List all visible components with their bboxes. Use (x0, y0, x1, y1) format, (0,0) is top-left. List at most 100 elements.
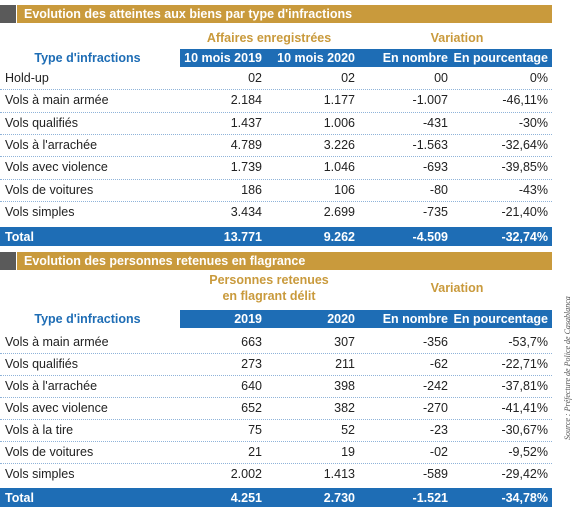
row-separator (0, 156, 552, 158)
cell: 2.699 (323, 204, 355, 219)
row-label: Hold-up (5, 71, 49, 85)
row-label: Vols qualifiés (5, 115, 78, 130)
total-cell: 4.251 (230, 491, 262, 505)
cell: -356 (422, 335, 448, 349)
cell: -9,52% (508, 445, 548, 459)
cell: 106 (334, 182, 355, 197)
cell: 1.437 (230, 115, 262, 130)
row-label: Vols de voitures (5, 445, 94, 459)
column-header: 2020 (327, 312, 355, 326)
row-separator (0, 397, 552, 398)
row-separator (0, 89, 552, 91)
cell: -30% (518, 115, 548, 130)
cell: -735 (422, 204, 448, 219)
cell: 19 (341, 445, 355, 459)
cell: 21 (248, 445, 262, 459)
cell: -32,64% (501, 137, 548, 152)
section-bar (17, 5, 552, 23)
cell: -39,85% (501, 160, 548, 175)
total-cell: 13.771 (223, 230, 262, 244)
row-separator (0, 353, 552, 354)
row-separator (0, 111, 552, 113)
row-label: Vols qualifiés (5, 357, 78, 371)
row-separator (0, 375, 552, 376)
section-bar (17, 252, 552, 270)
cell: -22,71% (501, 357, 548, 371)
cell: 211 (335, 357, 355, 371)
row-separator (0, 463, 552, 464)
column-header: En nombre (382, 312, 448, 326)
cell: -53,7% (508, 335, 548, 349)
row-separator (0, 200, 552, 202)
cell: -242 (422, 379, 448, 393)
cell: 273 (241, 357, 262, 371)
total-band (0, 227, 552, 246)
cell: 2.184 (230, 93, 262, 108)
cell: 652 (241, 401, 262, 415)
total-cell: -32,74% (501, 230, 548, 244)
row-label: Vols de voitures (5, 182, 94, 197)
cell: -62 (429, 357, 448, 371)
cell: -1.007 (412, 93, 448, 108)
source-note: Source : Préfecture de Police de Casabla… (563, 296, 572, 440)
column-header: En nombre (382, 51, 448, 65)
cell: 398 (334, 379, 355, 393)
row-separator (0, 133, 552, 135)
cell: -270 (422, 401, 448, 415)
cell: -02 (429, 445, 448, 459)
row-label: Vols à main armée (5, 93, 109, 108)
cell: 1.177 (323, 93, 355, 108)
row-label: Vols à l'arrachée (5, 137, 98, 152)
cell: -41,41% (501, 401, 548, 415)
cell: 382 (334, 401, 355, 415)
section-title: Evolution des atteintes aux biens par ty… (24, 7, 353, 21)
total-cell: 2.730 (323, 491, 355, 505)
column-header: 10 mois 2019 (184, 51, 262, 65)
group-header: Affaires enregistrées (206, 31, 332, 45)
cell: 4.789 (230, 137, 262, 152)
cell: 02 (248, 71, 262, 85)
cell: -29,42% (501, 467, 548, 481)
cell: -46,11% (502, 93, 548, 108)
row-label: Vols à la tire (5, 423, 74, 437)
total-label: Total (5, 491, 34, 505)
cell: -80 (429, 182, 448, 197)
cell: -30,67% (501, 423, 548, 437)
cell: 1.739 (230, 160, 262, 175)
cell: 02 (341, 71, 355, 85)
row-separator (0, 178, 552, 180)
header-band (180, 310, 552, 328)
row-separator (0, 419, 552, 420)
cell: 186 (241, 182, 262, 197)
cell: 1.046 (323, 160, 355, 175)
total-cell: -34,78% (501, 491, 548, 505)
cell: 75 (248, 423, 262, 437)
cell: -589 (422, 467, 448, 481)
row-separator (0, 441, 552, 442)
row-label: Vols simples (5, 204, 75, 219)
cell: 2.002 (230, 467, 262, 481)
cell: -693 (422, 160, 448, 175)
group-header: Variation (430, 31, 484, 45)
row-label: Vols avec violence (5, 401, 108, 415)
total-cell: -1.521 (412, 491, 448, 505)
row-label: Vols simples (5, 467, 75, 481)
cell: -21,40% (501, 204, 548, 219)
row-header: Type d'infractions (34, 312, 141, 326)
row-label: Vols avec violence (5, 160, 108, 175)
row-label: Vols à l'arrachée (5, 379, 98, 393)
total-band (0, 488, 552, 507)
cell: 1.413 (323, 467, 355, 481)
cell: 00 (434, 71, 448, 85)
row-label: Vols à main armée (5, 335, 109, 349)
cell: -1.563 (412, 137, 448, 152)
total-cell: 9.262 (323, 230, 355, 244)
cell: -23 (429, 423, 448, 437)
cell: 0% (529, 71, 548, 85)
cell: 640 (241, 379, 262, 393)
section-title: Evolution des personnes retenues en flag… (24, 254, 306, 268)
header-band (180, 49, 552, 67)
total-cell: -4.509 (412, 230, 448, 244)
group-header: Variation (430, 281, 484, 295)
